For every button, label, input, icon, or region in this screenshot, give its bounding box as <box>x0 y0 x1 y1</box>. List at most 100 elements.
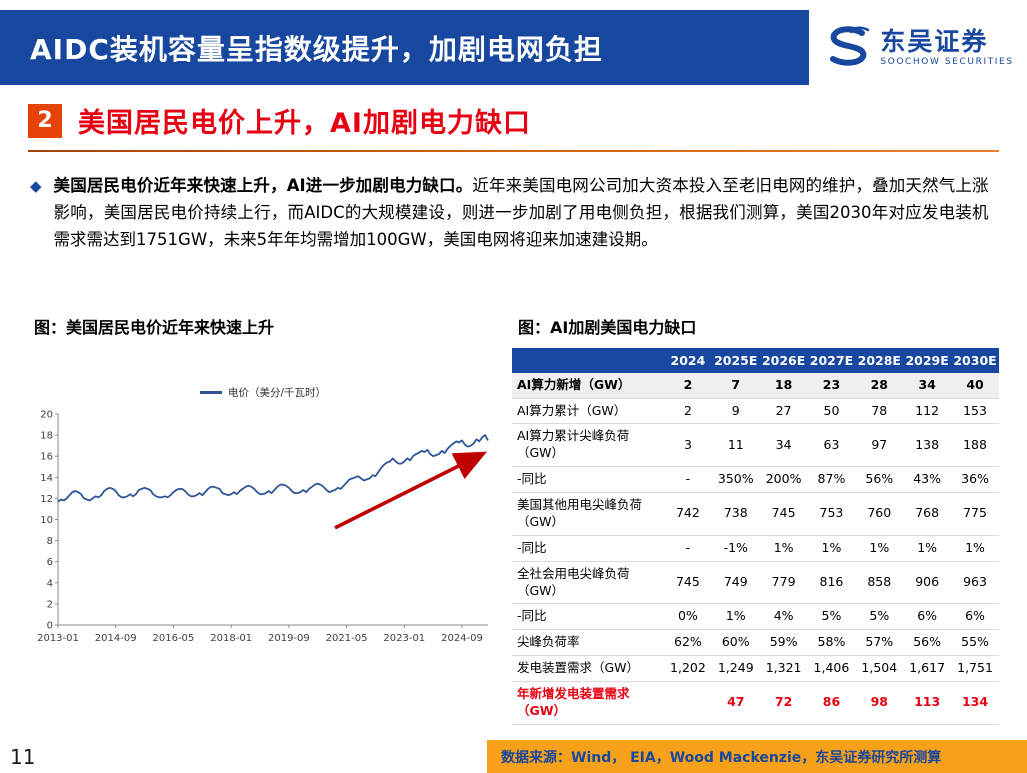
table-year-header: 2028E <box>855 347 904 373</box>
x-axis-tick-label: 2024-09 <box>441 633 483 644</box>
table-row: -同比 0% 1% 4% 5% 5% 6% 6% <box>512 603 999 631</box>
x-axis-tick-label: 2013-01 <box>37 633 79 644</box>
table-row: 全社会用电尖峰负荷（GW） 745 749 779 816 858 906 963 <box>512 561 999 605</box>
table-cell: 40 <box>951 372 999 399</box>
table-year-header: 2026E <box>759 347 808 373</box>
row-label: -同比 <box>512 603 664 631</box>
table-cell: 55% <box>951 629 999 657</box>
table-row: 尖峰负荷率 62% 60% 59% 58% 57% 56% 55% <box>512 629 999 657</box>
slide-title-bar: AIDC装机容量呈指数级提升，加剧电网负担 <box>0 10 809 85</box>
y-axis-tick-label: 14 <box>40 472 53 483</box>
table-cell: 1% <box>807 535 856 562</box>
table-cell: 138 <box>903 423 952 468</box>
row-label: 美国其他用电尖峰负荷（GW） <box>512 492 664 536</box>
table-cell: 350% <box>711 466 760 494</box>
data-source-bar: 数据来源：Wind， EIA，Wood Mackenzie，东吴证券研究所测算 <box>487 740 1027 773</box>
table-cell: 779 <box>759 561 808 605</box>
table-cell: 86 <box>807 681 856 725</box>
table-cell: 36% <box>951 466 999 494</box>
table-cell: 745 <box>664 561 712 605</box>
table-cell: 5% <box>855 603 904 631</box>
table-row: 发电装置需求（GW） 1,202 1,249 1,321 1,406 1,504 1,617… <box>512 655 999 683</box>
table-cell: 738 <box>711 492 760 536</box>
x-axis-tick-label: 2016-05 <box>153 633 195 644</box>
slide-title: AIDC装机容量呈指数级提升，加剧电网负担 <box>30 32 603 66</box>
row-label: AI算力新增（GW） <box>512 372 664 399</box>
table-row: 年新增发电装置需求（GW） 47 72 86 98 113 134 <box>512 681 999 725</box>
table-cell: 2 <box>664 372 712 399</box>
table-row: -同比 - -1% 1% 1% 1% 1% 1% <box>512 535 999 562</box>
table-cell: 63 <box>807 423 856 468</box>
table-cell: 34 <box>903 372 952 399</box>
figures-row: 图：美国居民电价近年来快速上升 电价（美分/千瓦时） 0 2 4 6 8 10 12 14 16… <box>28 314 999 740</box>
table-cell: 963 <box>951 561 999 605</box>
table-cell: 18 <box>759 372 808 399</box>
table-cell: 60% <box>711 629 760 657</box>
table-cell: 742 <box>664 492 712 536</box>
table-cell: 4% <box>759 603 808 631</box>
table-row: 美国其他用电尖峰负荷（GW） 742 738 745 753 760 768 775 <box>512 492 999 536</box>
table-corner-cell <box>512 347 664 373</box>
x-axis-tick-label: 2014-09 <box>95 633 137 644</box>
table-year-header: 2027E <box>807 347 856 373</box>
table-cell: 56% <box>855 466 904 494</box>
table-cell: 57% <box>855 629 904 657</box>
table-year-header: 2029E <box>903 347 952 373</box>
brand-text: 东吴证券 SOOCHOW SECURITIES <box>880 28 1013 68</box>
chart-legend: 电价（美分/千瓦时） <box>28 384 498 402</box>
table-cell: 1,249 <box>711 655 760 683</box>
table-year-header: 2025E <box>711 347 760 373</box>
soochow-logo-icon <box>822 25 872 70</box>
y-axis-tick-label: 0 <box>47 620 53 631</box>
row-label: 年新增发电装置需求（GW） <box>512 681 664 725</box>
table-cell: 78 <box>855 398 904 425</box>
table-cell: 775 <box>951 492 999 536</box>
table-cell: 753 <box>807 492 856 536</box>
x-axis-tick-label: 2023-01 <box>383 633 425 644</box>
x-axis-tick-label: 2019-09 <box>268 633 310 644</box>
table-cell: 34 <box>759 423 808 468</box>
table-cell: 58% <box>807 629 856 657</box>
table-cell: 11 <box>711 423 760 468</box>
section-header: 2 美国居民电价上升，AI加剧电力缺口 <box>28 101 999 140</box>
section-title: 美国居民电价上升，AI加剧电力缺口 <box>78 108 531 139</box>
data-source-text: 数据来源：Wind， EIA，Wood Mackenzie，东吴证券研究所测算 <box>501 749 942 766</box>
section-number-badge: 2 <box>28 103 62 138</box>
table-cell: 3 <box>664 423 712 468</box>
table-cell: 768 <box>903 492 952 536</box>
table-cell: 745 <box>759 492 808 536</box>
row-label: 发电装置需求（GW） <box>512 655 664 683</box>
left-figure-title: 图：美国居民电价近年来快速上升 <box>34 317 275 337</box>
table-cell: 28 <box>855 372 904 399</box>
y-axis-tick-label: 8 <box>47 536 53 547</box>
page-number: 11 <box>10 744 36 769</box>
table-row: AI算力累计尖峰负荷（GW） 3 11 34 63 97 138 188 <box>512 423 999 468</box>
top-header: AIDC装机容量呈指数级提升，加剧电网负担 东吴证券 SOOCHOW SECUR… <box>0 10 1027 85</box>
brand-name-en: SOOCHOW SECURITIES <box>880 57 1014 68</box>
table-cell: 50 <box>807 398 856 425</box>
table-cell: 2 <box>664 398 712 425</box>
table-cell: 5% <box>807 603 856 631</box>
row-label: 全社会用电尖峰负荷（GW） <box>512 561 664 605</box>
table-cell: 7 <box>711 372 760 399</box>
table-cell: 72 <box>759 681 808 725</box>
table-row: AI算力新增（GW） 2 7 18 23 28 34 40 <box>512 372 999 399</box>
power-table-head-row: 2024 2025E 2026E 2027E 2028E 2029E 2030E <box>512 347 999 373</box>
table-cell: 153 <box>951 398 999 425</box>
y-axis-tick-label: 10 <box>40 515 53 526</box>
power-gap-figure: 图：AI加剧美国电力缺口 2024 2025E 2026E 2027E 2028E 202… <box>512 314 999 740</box>
section-divider <box>28 150 999 152</box>
table-cell: 98 <box>855 681 904 725</box>
y-axis-tick-label: 20 <box>40 409 53 420</box>
power-table-body: AI算力新增（GW） 2 7 18 23 28 34 40 AI算力累计（GW） 2 9 27 50 78… <box>512 372 999 725</box>
power-gap-table: 2024 2025E 2026E 2027E 2028E 2029E 2030E AI算力新… <box>512 347 999 725</box>
table-cell: 1,751 <box>951 655 999 683</box>
company-logo: 东吴证券 SOOCHOW SECURITIES <box>809 10 1027 85</box>
paragraph-text: 美国居民电价近年来快速上升，AI进一步加剧电力缺口。近年来美国电网公司加大资本投… <box>54 172 989 254</box>
paragraph-lead: 美国居民电价近年来快速上升，AI进一步加剧电力缺口。 <box>53 176 473 195</box>
table-cell: 760 <box>855 492 904 536</box>
table-cell: 1,202 <box>664 655 712 683</box>
row-label: -同比 <box>512 466 664 494</box>
y-axis-tick-label: 6 <box>47 557 53 568</box>
